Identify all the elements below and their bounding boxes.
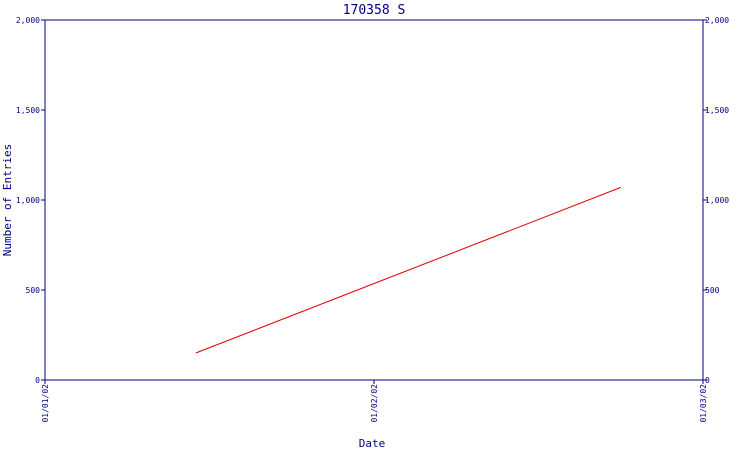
y-tick-label-left: 0 [35, 376, 40, 385]
series-line [195, 186, 621, 354]
series-group [195, 186, 621, 354]
y-tick-label-left: 500 [26, 286, 41, 295]
y-tick-label-left: 1,500 [16, 106, 40, 115]
left-y-axis: 0 500 1,000 1,500 2,000 [16, 16, 45, 385]
right-y-axis: 0 500 1,000 1,500 2,000 [703, 16, 729, 385]
y-tick-label-left: 2,000 [16, 16, 40, 25]
y-tick-label-right: 1,000 [705, 196, 729, 205]
y-axis-label: Number of Entries [1, 144, 14, 257]
y-tick-label-left: 1,000 [16, 196, 40, 205]
y-tick-label-right: 1,500 [705, 106, 729, 115]
y-tick-label-right: 2,000 [705, 16, 729, 25]
x-tick-label: 01/01/02 [41, 384, 50, 423]
chart-title: 170358 S [343, 3, 406, 18]
x-axis: 01/01/02 01/02/02 01/03/02 [41, 380, 708, 423]
y-tick-label-right: 500 [705, 286, 720, 295]
x-tick-label: 01/02/02 [370, 384, 379, 423]
x-tick-label: 01/03/02 [699, 384, 708, 423]
plot-area-frame [44, 19, 704, 381]
x-axis-label: Date [359, 437, 386, 450]
y-tick-label-right: 0 [705, 376, 710, 385]
